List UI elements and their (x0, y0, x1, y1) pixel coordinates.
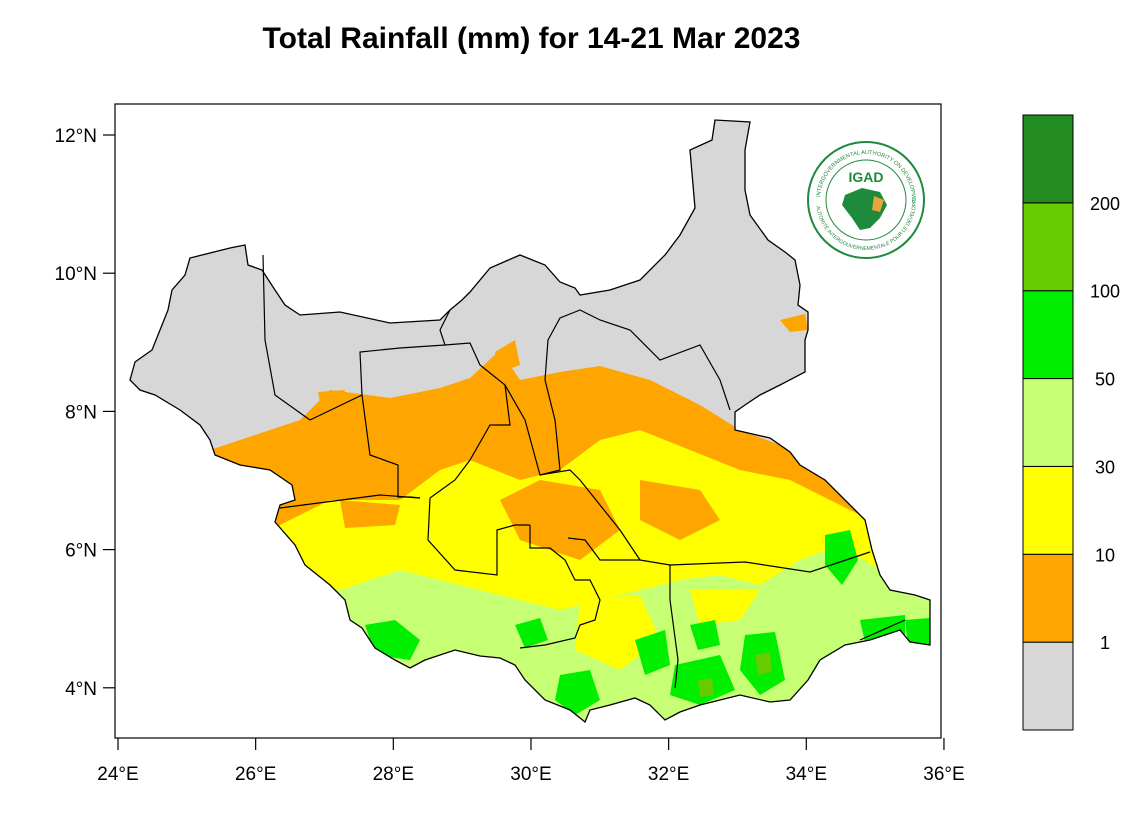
rain-patch (515, 618, 548, 648)
state-boundaries (262, 254, 906, 689)
rain-patch (780, 314, 808, 332)
colorbar-swatch (1022, 553, 1074, 643)
x-tick-label: 36°E (923, 764, 964, 785)
rain-patch (340, 500, 400, 528)
x-tick-label: 26°E (235, 764, 276, 785)
x-tick-label: 32°E (648, 764, 689, 785)
colorbar-legend: 1 10 30 50 100 200 (1022, 114, 1120, 731)
colorbar-label: 100 (1090, 282, 1120, 302)
y-axis: 12°N 10°N 8°N 6°N 4°N (55, 126, 115, 700)
rain-patch (825, 530, 858, 585)
colorbar-swatch (1022, 290, 1074, 380)
rain-patch (690, 590, 760, 625)
rain-patch (495, 340, 520, 372)
rain-patch (755, 652, 772, 675)
country-outline (129, 119, 931, 724)
x-tick-label: 34°E (786, 764, 827, 785)
rain-patch (640, 480, 720, 540)
rain-patch (318, 390, 345, 404)
rain-patch (635, 630, 670, 675)
colorbar-label: 1 (1100, 633, 1110, 653)
rain-patch (690, 620, 720, 650)
colorbar-swatch (1022, 114, 1074, 204)
map-title: Total Rainfall (mm) for 14-21 Mar 2023 (262, 22, 801, 55)
x-tick-label: 30°E (510, 764, 551, 785)
y-tick-label: 4°N (65, 679, 97, 700)
igad-region-icon (872, 196, 884, 212)
colorbar-swatch (1022, 465, 1074, 555)
colorbar-swatch (1022, 202, 1074, 292)
colorbar-swatch (1022, 641, 1074, 731)
x-axis: 24°E 26°E 28°E 30°E 32°E 34°E 36°E (97, 738, 965, 785)
y-tick-label: 12°N (55, 126, 97, 147)
y-tick-label: 8°N (65, 402, 97, 423)
logo-text: IGAD (849, 169, 884, 185)
y-tick-label: 6°N (65, 541, 97, 562)
rain-patch (698, 678, 714, 697)
colorbar-label: 200 (1090, 194, 1120, 214)
x-tick-label: 24°E (97, 764, 138, 785)
x-tick-label: 28°E (373, 764, 414, 785)
y-tick-label: 10°N (55, 264, 97, 285)
rain-patch (555, 670, 600, 715)
colorbar-label: 50 (1095, 370, 1115, 390)
colorbar-label: 10 (1095, 545, 1115, 565)
colorbar-swatch (1022, 378, 1074, 467)
colorbar-label: 30 (1095, 457, 1115, 477)
rain-patch (905, 618, 930, 645)
